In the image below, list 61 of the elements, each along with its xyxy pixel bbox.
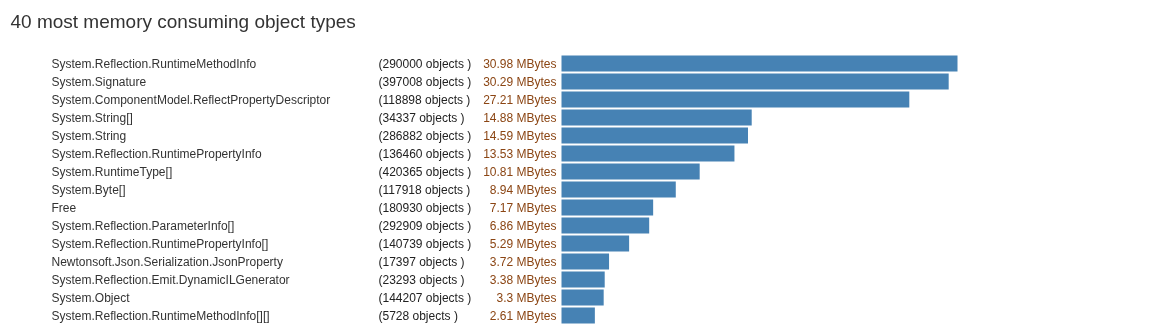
data-label: 27.21 MBytes xyxy=(483,92,557,107)
bar xyxy=(561,307,595,324)
text: (34337 objects ) xyxy=(378,110,465,125)
bar xyxy=(561,109,752,126)
text: (23293 objects ) xyxy=(378,272,465,287)
bar xyxy=(561,289,604,306)
text: (290000 objects ) xyxy=(378,56,472,71)
y-tick-label: System.Byte[] xyxy=(51,182,126,197)
data-label: 14.88 MBytes xyxy=(483,110,557,125)
y-tick-label: System.ComponentModel.ReflectPropertyDescriptor xyxy=(51,92,331,107)
data-label: 13.53 MBytes xyxy=(483,146,557,161)
data-label: 30.29 MBytes xyxy=(483,74,557,89)
text: 40 most memory consuming object types xyxy=(10,11,356,32)
y-tick-label: System.RuntimeType[] xyxy=(51,164,173,179)
text: (117918 objects ) xyxy=(378,182,471,197)
y-tick-label: System.Reflection.RuntimeMethodInfo xyxy=(51,56,257,71)
bar xyxy=(561,235,630,252)
bar xyxy=(561,127,748,144)
data-label: 3.72 MBytes xyxy=(489,254,557,269)
y-tick-label: System.Reflection.RuntimePropertyInfo[] xyxy=(51,236,269,251)
text: (5728 objects ) xyxy=(378,308,458,323)
bar xyxy=(561,91,910,108)
text: (17397 objects ) xyxy=(378,254,465,269)
y-tick-label: System.String[] xyxy=(51,110,133,125)
text: (397008 objects ) xyxy=(378,74,472,89)
data-label: 6.86 MBytes xyxy=(489,218,557,233)
data-label: 2.61 MBytes xyxy=(489,308,557,323)
text: (420365 objects ) xyxy=(378,164,472,179)
bar xyxy=(561,271,605,288)
text: (118898 objects ) xyxy=(378,92,471,107)
text: (144207 objects ) xyxy=(378,290,472,305)
y-tick-label: System.Reflection.RuntimePropertyInfo xyxy=(51,146,262,161)
bar xyxy=(561,163,700,180)
bar xyxy=(561,253,610,270)
data-label: 14.59 MBytes xyxy=(483,128,557,143)
data-label: 7.17 MBytes xyxy=(489,200,557,215)
data-label: 30.98 MBytes xyxy=(483,56,557,71)
text: (292909 objects ) xyxy=(378,218,472,233)
y-tick-label: System.Signature xyxy=(51,74,147,89)
y-tick-label: System.Object xyxy=(51,290,131,305)
y-tick-label: Free xyxy=(51,200,77,215)
y-tick-label: Newtonsoft.Json.Serialization.JsonProperty xyxy=(51,254,283,269)
y-tick-label: System.Reflection.RuntimeMethodInfo[][] xyxy=(51,308,270,323)
bar xyxy=(561,199,654,216)
data-label: 8.94 MBytes xyxy=(489,182,557,197)
bar xyxy=(561,145,735,162)
bar xyxy=(561,217,650,234)
data-label: 5.29 MBytes xyxy=(489,236,557,251)
data-label: 10.81 MBytes xyxy=(483,164,557,179)
y-tick-label: System.Reflection.ParameterInfo[] xyxy=(51,218,235,233)
text: (180930 objects ) xyxy=(378,200,472,215)
y-tick-label: System.Reflection.Emit.DynamicILGenerator xyxy=(51,272,290,287)
text: (136460 objects ) xyxy=(378,146,472,161)
bar xyxy=(561,181,676,198)
text: (286882 objects ) xyxy=(378,128,472,143)
y-tick-label: System.String xyxy=(51,128,127,143)
bar xyxy=(561,55,958,72)
text: (140739 objects ) xyxy=(378,236,472,251)
data-label: 3.3 MBytes xyxy=(496,290,557,305)
bar xyxy=(561,73,949,90)
data-label: 3.38 MBytes xyxy=(489,272,557,287)
